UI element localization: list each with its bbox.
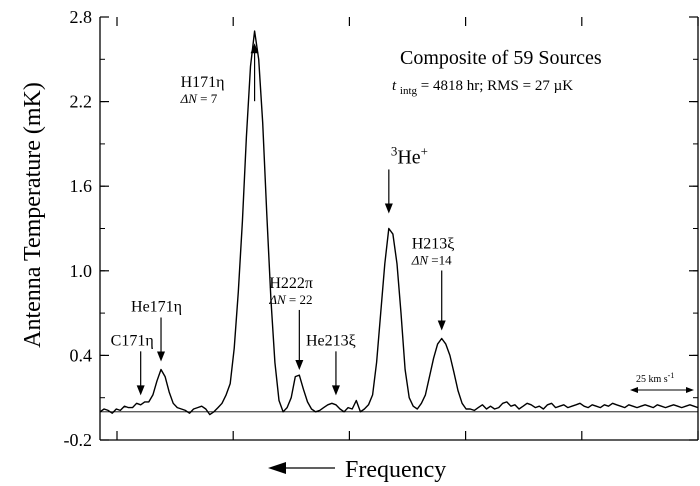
y-axis-label: Antenna Temperature (mK)	[20, 82, 46, 348]
spectrum-line	[99, 30, 699, 416]
annotation: He171η	[131, 299, 182, 362]
subtitle-rest: = 4818 hr; RMS = 27 µK	[421, 78, 573, 94]
x-axis-label-group: Frequency	[268, 457, 446, 483]
annotation-arrow-head	[157, 351, 166, 362]
subtitle-t-subscript: intg	[400, 85, 418, 97]
annotation-sublabel: ΔN = 7	[180, 91, 218, 106]
y-tick-label: 1.6	[70, 176, 93, 196]
annotation-sublabel-prefix: ΔN	[411, 252, 430, 267]
chart-subtitle: t intg = 4818 hr; RMS = 27 µK	[392, 78, 573, 98]
annotation-arrow-head	[331, 385, 340, 396]
frequency-arrow-head	[268, 462, 286, 474]
annotation-arrow-head	[295, 359, 304, 370]
annotation: C171η	[111, 332, 154, 396]
annotation-superscript: 3	[391, 143, 398, 158]
y-tick-label: -0.2	[64, 430, 93, 450]
annotation-label: He171η	[131, 299, 182, 316]
velocity-scale-head-left	[630, 387, 638, 393]
annotation-label-text: He	[397, 146, 420, 168]
annotation-sublabel-value: = 22	[286, 292, 313, 307]
annotation-label: H213ξ	[412, 235, 455, 252]
annotation: 3He+	[384, 143, 428, 214]
annotation-sublabel-value: =14	[428, 252, 452, 267]
annotation-label: 3He+	[391, 143, 428, 168]
x-ticks	[116, 17, 699, 440]
y-tick-label: 2.2	[70, 92, 93, 112]
velocity-scale-text: 25 km s	[636, 374, 668, 385]
y-tick-label: 2.8	[70, 7, 93, 27]
annotation-sublabel: ΔN = 22	[268, 292, 312, 307]
y-ticks: -0.2 0.4 1.0 1.6 2.2 2.8	[64, 7, 698, 450]
annotation-arrow-head	[250, 43, 259, 54]
annotation-label: He213ξ	[306, 332, 356, 349]
annotation-sublabel: ΔN =14	[411, 252, 452, 267]
annotation-superscript-after: +	[421, 143, 428, 158]
annotation-sublabel-prefix: ΔN	[268, 292, 287, 307]
annotation-label: H222π	[269, 275, 313, 292]
annotation-arrow-head	[136, 385, 145, 396]
velocity-scale-label: 25 km s-1	[636, 371, 674, 385]
annotation-arrow-head	[437, 320, 446, 331]
subtitle-t-symbol: t	[392, 78, 397, 94]
annotation-arrow-head	[384, 203, 393, 214]
annotation-sublabel-value: = 7	[197, 91, 218, 106]
velocity-scale-exp: -1	[668, 371, 675, 380]
velocity-scale-head-right	[686, 387, 694, 393]
x-axis-label: Frequency	[345, 457, 446, 483]
y-tick-label: 0.4	[70, 345, 93, 365]
annotation-label: C171η	[111, 332, 154, 349]
y-tick-label: 1.0	[70, 261, 93, 281]
annotation: He213ξ	[306, 332, 356, 396]
velocity-scale: 25 km s-1	[630, 371, 694, 393]
annotation-label: H171η	[181, 74, 225, 91]
annotation-sublabel-prefix: ΔN	[180, 91, 199, 106]
chart-title: Composite of 59 Sources	[400, 47, 602, 69]
series	[99, 30, 699, 416]
